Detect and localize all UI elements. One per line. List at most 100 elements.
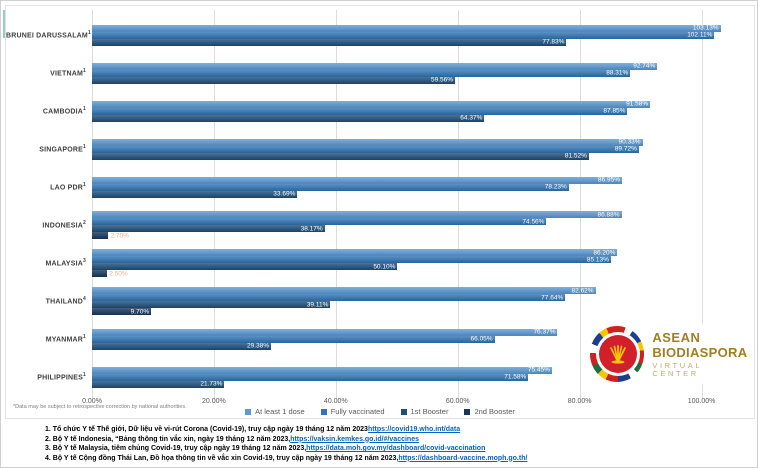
bar-fully-vaccinated: 88.31% xyxy=(92,69,631,77)
footnote-link[interactable]: https://covid19.who.int/data xyxy=(367,426,461,433)
bar-group: MYANMAR1 76.37% 66.05% 29.38% xyxy=(6,320,754,358)
footnote-line: 4. Bộ Y tế Cộng đồng Thái Lan, Đồ họa th… xyxy=(45,454,527,464)
footnote-marker: 1 xyxy=(83,372,86,379)
logo-title: ASEAN xyxy=(652,330,701,345)
legend-item-1st-booster: 1st Booster xyxy=(400,407,448,416)
bar-stack: 92.74% 88.31% 59.56% xyxy=(92,62,732,84)
bar-value-label: 86.88% xyxy=(597,211,620,218)
bar-value-label: 50.10% xyxy=(373,263,396,270)
bar-value-label: 102.11% xyxy=(687,31,713,39)
chart-legend: At least 1 dose Fully vaccinated 1st Boost… xyxy=(6,407,754,416)
bar-group: LAO PDR1 86.95% 78.23% 33.69% xyxy=(6,168,754,206)
gridline xyxy=(213,10,215,398)
bar-value-label: 85.13% xyxy=(586,256,609,263)
bar-fully-vaccinated: 74.56% xyxy=(92,218,547,225)
footnote-marker: 1 xyxy=(87,30,91,37)
legend-item-at-least-1-dose: At least 1 dose xyxy=(245,407,305,416)
bar-value-label: 2.70% xyxy=(110,232,129,239)
bar-value-label: 88.31% xyxy=(606,69,629,77)
bar-2nd-booster: 2.70% xyxy=(92,232,129,239)
x-tick-label: 100.00% xyxy=(687,398,716,405)
country-label: VIETNAM1 xyxy=(50,68,86,78)
footnote-line: 2. Bộ Y tế Indonesia, “Bảng thông tin vắ… xyxy=(45,435,527,445)
bar-value-label: 2.50% xyxy=(109,270,128,277)
data-disclaimer: *Data may be subject to retrospective co… xyxy=(13,404,187,410)
country-label: LAO PDR1 xyxy=(50,182,86,192)
bar-stack: 86.88% 74.56% 38.17% 2.70% xyxy=(92,211,732,239)
country-label: INDONESIA2 xyxy=(42,220,86,230)
bar-value-label: 103.13% xyxy=(692,24,719,32)
legend-label: At least 1 dose xyxy=(255,407,305,416)
logo-text: ASEAN BIODIASPORA VIRTUAL CENTER xyxy=(652,331,750,377)
bar-1st-booster: 39.11% xyxy=(92,301,331,308)
x-tick-label: 80.00% xyxy=(567,398,592,405)
footnote-marker: 3 xyxy=(83,258,86,265)
bar-value-label: 38.17% xyxy=(300,225,323,232)
legend-swatch-icon xyxy=(245,408,252,415)
bar-group: BRUNEI DARUSSALAM1 103.13% 102.11% 77.83% xyxy=(6,16,754,54)
gridline xyxy=(701,10,703,398)
bar-value-label: 59.56% xyxy=(430,76,454,84)
bar-value-label: 87.85% xyxy=(603,107,626,115)
gridline xyxy=(579,10,581,398)
bar-value-label: 74.56% xyxy=(522,218,545,225)
bar-value-label: 89.72% xyxy=(614,145,637,153)
legend-swatch-icon xyxy=(464,408,471,415)
bar-1st-booster: 77.83% xyxy=(92,38,567,46)
footnote-marker: 1 xyxy=(83,106,86,113)
gridline xyxy=(457,10,459,398)
bar-stack: 103.13% 102.11% 77.83% xyxy=(92,24,732,46)
asean-biodiaspora-logo: ASEAN BIODIASPORA VIRTUAL CENTER xyxy=(586,324,754,384)
footnote-link[interactable]: https://vaksin.kemkes.go.id/#/vaccines xyxy=(290,435,419,443)
legend-item-2nd-booster: 2nd Booster xyxy=(464,407,515,416)
bar-stack: 86.95% 78.23% 33.69% xyxy=(92,176,732,198)
footnote-marker: 1 xyxy=(83,68,86,75)
bar-1st-booster: 29.38% xyxy=(92,342,272,350)
gridline xyxy=(335,10,337,398)
x-tick-label: 40.00% xyxy=(323,398,348,405)
bar-fully-vaccinated: 87.85% xyxy=(92,107,628,115)
country-label: THAILAND4 xyxy=(45,296,86,306)
footnote-marker: 1 xyxy=(83,144,86,151)
legend-swatch-icon xyxy=(400,408,407,415)
bar-stack: 90.33% 89.72% 81.52% xyxy=(92,138,732,160)
bar-value-label: 71.58% xyxy=(504,373,527,381)
bar-value-label: 86.95% xyxy=(597,176,620,184)
legend-item-fully-vaccinated: Fully vaccinated xyxy=(320,407,385,416)
bar-value-label: 91.58% xyxy=(626,100,649,108)
country-label: SINGAPORE1 xyxy=(39,144,86,154)
bar-stack: 82.62% 77.64% 39.11% 9.70% xyxy=(92,287,732,315)
x-tick-label: 60.00% xyxy=(445,398,470,405)
bar-1st-booster: 81.52% xyxy=(92,152,589,160)
legend-swatch-icon xyxy=(320,408,327,415)
footnote-link[interactable]: https://dashboard-vaccine.moph.go.th/ xyxy=(398,454,528,462)
bar-value-label: 90.33% xyxy=(618,138,641,146)
legend-label: Fully vaccinated xyxy=(330,407,385,416)
bar-group: INDONESIA2 86.88% 74.56% 38.17% 2.70% xyxy=(6,206,754,244)
bar-fully-vaccinated: 71.58% xyxy=(92,373,529,381)
footnote-text: 4. Bộ Y tế Cộng đồng Thái Lan, Đồ họa th… xyxy=(45,454,399,462)
x-tick-label: 20.00% xyxy=(202,398,226,405)
bar-at-least-1-dose: 91.58% xyxy=(92,100,651,108)
bar-at-least-1-dose: 76.37% xyxy=(92,328,558,336)
country-label: MYANMAR1 xyxy=(45,334,86,344)
bar-value-label: 77.64% xyxy=(541,294,564,301)
bar-1st-booster: 59.56% xyxy=(92,76,456,84)
bar-group: VIETNAM1 92.74% 88.31% 59.56% xyxy=(6,54,754,92)
asean-emblem-icon xyxy=(599,335,637,373)
asean-flags-ring-icon xyxy=(590,326,645,382)
bar-at-least-1-dose: 92.74% xyxy=(92,62,658,70)
x-axis: 0.00% 20.00% 40.00% 60.00% 80.00% 100.00% xyxy=(82,398,732,408)
bar-value-label: 33.69% xyxy=(273,190,296,198)
bar-at-least-1-dose: 103.13% xyxy=(92,24,721,32)
footnote-link[interactable]: https://data.moh.gov.my/dashboard/covid-… xyxy=(306,445,486,452)
logo-tagline: VIRTUAL CENTER xyxy=(652,361,702,378)
bar-value-label: 75.45% xyxy=(527,366,550,374)
gridline xyxy=(92,10,93,398)
footnote-line: 1. Tổ chức Y tế Thế giới, Dữ liệu về vi-… xyxy=(45,425,527,435)
bar-fully-vaccinated: 78.23% xyxy=(92,183,569,191)
bar-group: THAILAND4 82.62% 77.64% 39.11% 9.70% xyxy=(6,282,754,320)
bar-value-label: 81.52% xyxy=(564,152,587,160)
rice-sheaf-icon xyxy=(610,345,626,364)
